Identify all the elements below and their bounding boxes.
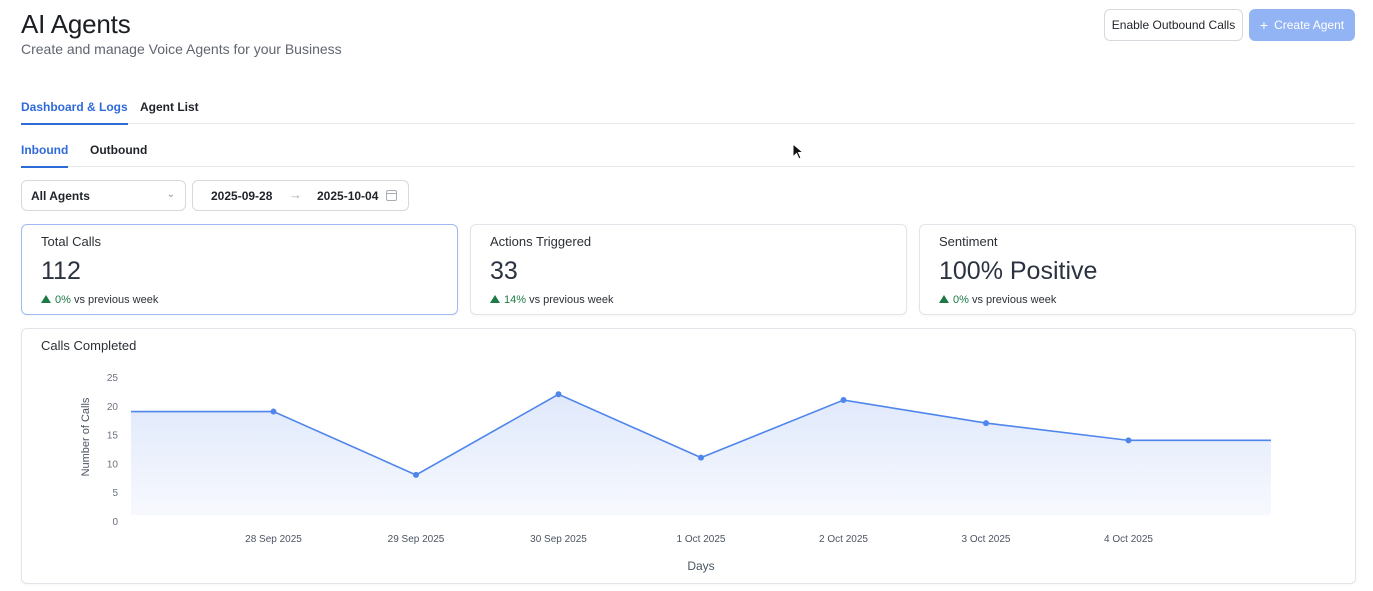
chevron-down-icon: ⌄ <box>166 189 175 200</box>
y-tick-label: 10 <box>107 459 119 470</box>
stat-delta-percent: 0% <box>55 294 71 306</box>
y-tick-label: 0 <box>112 517 118 528</box>
data-point <box>555 391 562 398</box>
x-tick-label: 3 Oct 2025 <box>962 534 1011 545</box>
arrow-right-icon: → <box>289 187 302 202</box>
x-tick-label: 2 Oct 2025 <box>819 534 868 545</box>
y-tick-label: 15 <box>107 431 119 442</box>
trend-up-icon <box>939 295 949 303</box>
date-end[interactable]: 2025-10-04 <box>317 189 379 203</box>
calls-completed-chart-card: Calls Completed 0 5 10 15 20 25 Number of Call… <box>21 328 1356 584</box>
stat-label: Total Calls <box>41 234 101 249</box>
stat-delta: 14% vs previous week <box>490 294 613 306</box>
stat-value: 33 <box>490 257 518 285</box>
date-start[interactable]: 2025-09-28 <box>211 189 273 203</box>
stat-delta-text: vs previous week <box>73 294 159 306</box>
tab-outbound[interactable]: Outbound <box>90 143 148 157</box>
stat-delta-text: vs previous week <box>971 294 1057 306</box>
enable-outbound-calls-button[interactable]: Enable Outbound Calls <box>1104 9 1243 41</box>
direction-tabs: Inbound Outbound <box>21 137 1355 168</box>
trend-up-icon <box>41 295 51 303</box>
stat-delta: 0% vs previous week <box>939 294 1056 306</box>
tab-inbound[interactable]: Inbound <box>21 143 69 168</box>
data-point <box>413 471 419 478</box>
data-point <box>840 397 847 404</box>
calendar-icon <box>386 190 397 201</box>
data-point <box>270 408 277 415</box>
main-tabs: Dashboard & Logs Agent List <box>21 94 1355 125</box>
data-point <box>698 454 704 461</box>
stat-delta-percent: 0% <box>953 294 969 306</box>
y-tick-label: 5 <box>112 488 118 499</box>
agent-select[interactable]: All Agents ⌄ <box>21 180 186 211</box>
stat-label: Actions Triggered <box>490 234 592 249</box>
create-agent-label: Create Agent <box>1274 18 1345 32</box>
stat-card-sentiment[interactable]: Sentiment 100% Positive 0% vs previous w… <box>919 224 1356 315</box>
x-tick-label: 1 Oct 2025 <box>677 534 726 545</box>
data-point <box>983 420 989 427</box>
y-tick-label: 20 <box>107 402 119 413</box>
date-range-picker[interactable]: 2025-09-28 → 2025-10-04 <box>192 180 409 211</box>
x-tick-label: 4 Oct 2025 <box>1104 534 1153 545</box>
create-agent-button[interactable]: + Create Agent <box>1249 9 1355 41</box>
data-point <box>1125 437 1132 444</box>
stat-card-actions-triggered[interactable]: Actions Triggered 33 14% vs previous wee… <box>470 224 907 315</box>
stat-value: 112 <box>41 257 81 285</box>
x-axis-label: Days <box>687 559 714 573</box>
stat-label: Sentiment <box>939 234 998 249</box>
agent-select-value: All Agents <box>31 188 90 203</box>
x-tick-label: 29 Sep 2025 <box>388 534 445 545</box>
stat-delta-percent: 14% <box>504 294 527 306</box>
stat-delta: 0% vs previous week <box>41 294 158 306</box>
chart-title: Calls Completed <box>41 338 137 353</box>
x-tick-label: 28 Sep 2025 <box>245 534 302 545</box>
plus-icon: + <box>1259 17 1269 33</box>
mouse-cursor-icon <box>792 143 804 160</box>
stat-value: 100% Positive <box>939 257 1098 285</box>
page-title: AI Agents <box>21 9 131 39</box>
y-axis-label: Number of Calls <box>80 397 92 476</box>
tab-dashboard-logs[interactable]: Dashboard & Logs <box>21 100 128 125</box>
trend-up-icon <box>490 295 500 303</box>
page-subtitle: Create and manage Voice Agents for your … <box>21 41 342 57</box>
stat-card-total-calls[interactable]: Total Calls 112 0% vs previous week <box>21 224 458 315</box>
calls-completed-chart: 0 5 10 15 20 25 Number of Calls 28 Sep 2025 29 S… <box>80 373 1271 573</box>
tab-agent-list[interactable]: Agent List <box>140 100 199 114</box>
x-tick-label: 30 Sep 2025 <box>530 534 587 545</box>
stat-delta-text: vs previous week <box>529 294 614 306</box>
y-tick-label: 25 <box>107 373 119 384</box>
